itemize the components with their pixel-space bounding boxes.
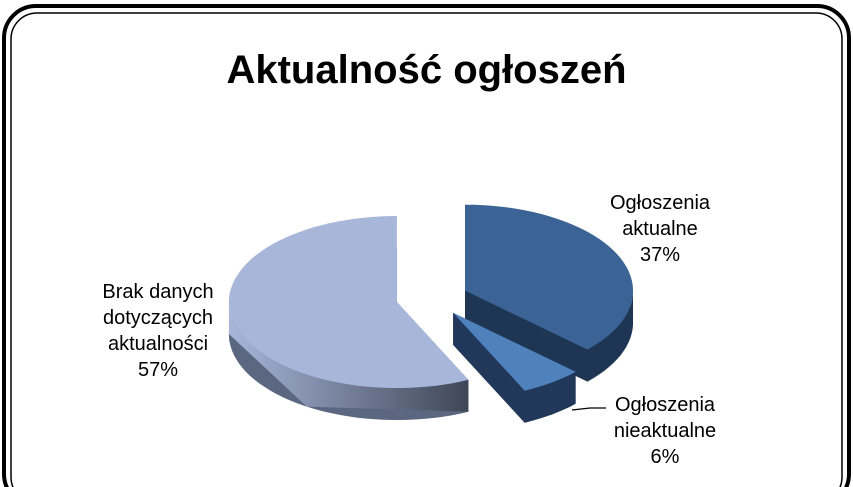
slice-side	[524, 371, 576, 423]
inner-border	[10, 12, 843, 487]
data-label: Ogłoszenia nieaktualne 6%	[590, 392, 740, 470]
slice	[228, 216, 469, 388]
slice-side	[587, 290, 633, 382]
chart-title: Aktualność ogłoszeń	[226, 48, 627, 92]
slice	[465, 204, 633, 350]
value-label: 57%	[137, 359, 179, 381]
category-label: Ogłoszenia aktualne	[609, 192, 711, 240]
slice	[453, 312, 576, 391]
slice-wall	[453, 312, 525, 423]
slice-wall	[465, 290, 588, 382]
category-label: Ogłoszenia nieaktualne	[613, 394, 717, 442]
leader-line	[571, 407, 606, 411]
outer-border	[2, 4, 851, 487]
category-label: Brak danych dotyczących aktualności	[102, 281, 214, 355]
value-label: 37%	[639, 244, 681, 266]
data-label: Brak danych dotyczących aktualności 57%	[86, 279, 230, 383]
value-label: 6%	[650, 446, 680, 468]
slice-side	[228, 302, 469, 412]
data-label: Ogłoszenia aktualne 37%	[590, 190, 730, 268]
